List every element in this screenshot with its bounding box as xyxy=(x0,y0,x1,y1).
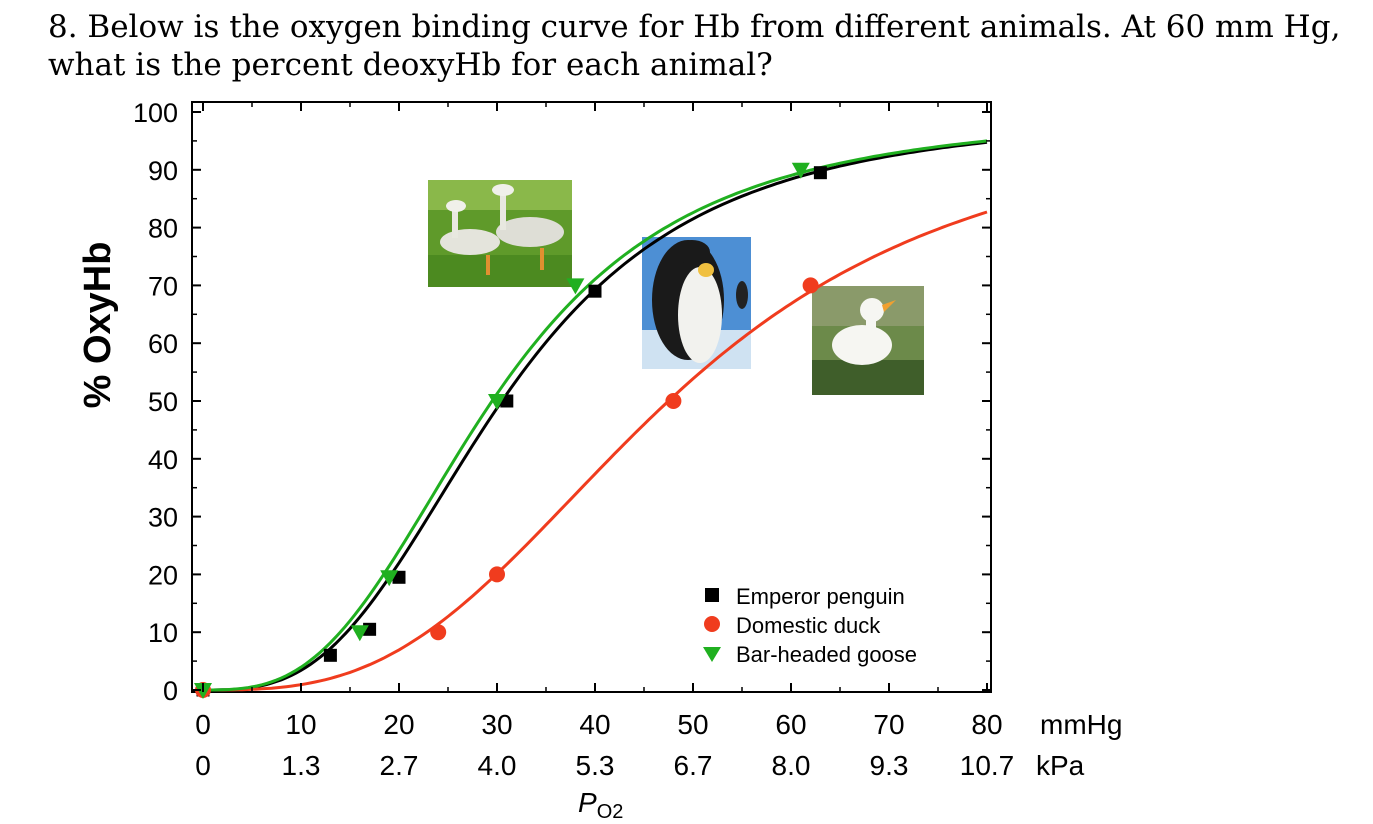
x-axis-label-main: P xyxy=(578,787,597,818)
y-tick-label: 50 xyxy=(148,387,178,417)
y-axis-label: % OxyHb xyxy=(77,242,119,409)
point-bar-headed-goose xyxy=(488,394,506,410)
x-tick-label-kpa: 4.0 xyxy=(478,750,517,781)
point-domestic-duck xyxy=(802,277,819,294)
legend-marker-duck xyxy=(704,616,720,632)
y-tick-label: 100 xyxy=(133,98,178,128)
point-domestic-duck xyxy=(665,393,682,409)
x-tick-label-mmhg: 40 xyxy=(579,709,610,740)
x-tick-label-mmhg: 30 xyxy=(481,709,512,740)
x-tick-label-kpa: 9.3 xyxy=(870,750,909,781)
point-bar-headed-goose xyxy=(566,278,585,295)
point-emperor-penguin xyxy=(323,648,337,662)
plot-frame xyxy=(191,101,992,693)
x-tick-label-kpa: 8.0 xyxy=(772,750,811,781)
y-tick-label: 70 xyxy=(148,271,178,301)
point-domestic-duck xyxy=(489,566,505,583)
legend-label-goose: Bar-headed goose xyxy=(736,642,917,667)
y-tick-label: 60 xyxy=(148,329,178,359)
y-tick-label: 10 xyxy=(148,618,178,648)
y-tick-label: 30 xyxy=(148,503,178,533)
x-unit-mmhg: mmHg xyxy=(1040,709,1122,740)
y-tick-label: 80 xyxy=(148,214,178,244)
point-emperor-penguin xyxy=(813,166,827,180)
y-tick-label: 90 xyxy=(148,156,178,186)
legend: Emperor penguin Domestic duck Bar-headed… xyxy=(703,584,917,667)
legend-label-duck: Domestic duck xyxy=(736,613,881,638)
point-domestic-duck xyxy=(430,624,447,641)
emperor-penguin-photo xyxy=(642,237,751,369)
point-emperor-penguin xyxy=(588,284,602,298)
x-tick-label-kpa: 10.7 xyxy=(960,750,1015,781)
point-bar-headed-goose xyxy=(350,625,369,642)
x-tick-label-kpa: 0 xyxy=(195,750,211,781)
x-axis-label-sub: O2 xyxy=(597,801,624,823)
x-tick-label-mmhg: 0 xyxy=(195,709,211,740)
point-bar-headed-goose xyxy=(791,162,810,179)
y-tick-label: 0 xyxy=(163,676,178,706)
x-tick-label-mmhg: 10 xyxy=(285,709,316,740)
curve-bar-headed-goose xyxy=(203,139,988,692)
bar-headed-geese-photo xyxy=(428,180,572,287)
y-tick-label: 20 xyxy=(148,560,178,590)
x-tick-label-kpa: 2.7 xyxy=(380,750,419,781)
domestic-duck-photo xyxy=(812,286,924,395)
x-tick-label-kpa: 6.7 xyxy=(674,750,713,781)
x-unit-kpa: kPa xyxy=(1036,750,1085,781)
point-bar-headed-goose xyxy=(380,570,399,587)
legend-marker-penguin xyxy=(705,588,719,602)
question-text: 8. Below is the oxygen binding curve for… xyxy=(48,9,1341,83)
x-tick-label-mmhg: 20 xyxy=(383,709,414,740)
y-tick-label: 40 xyxy=(148,445,178,475)
x-axis-label: PO2 xyxy=(578,787,623,823)
x-tick-label-kpa: 1.3 xyxy=(282,750,321,781)
legend-label-penguin: Emperor penguin xyxy=(736,584,905,609)
x-tick-label-kpa: 5.3 xyxy=(576,750,615,781)
curve-domestic-duck xyxy=(203,210,988,692)
legend-marker-goose xyxy=(703,647,721,662)
x-tick-label-mmhg: 50 xyxy=(677,709,708,740)
x-tick-label-mmhg: 60 xyxy=(775,709,806,740)
x-tick-label-mmhg: 80 xyxy=(971,709,1002,740)
x-tick-label-mmhg: 70 xyxy=(873,709,904,740)
